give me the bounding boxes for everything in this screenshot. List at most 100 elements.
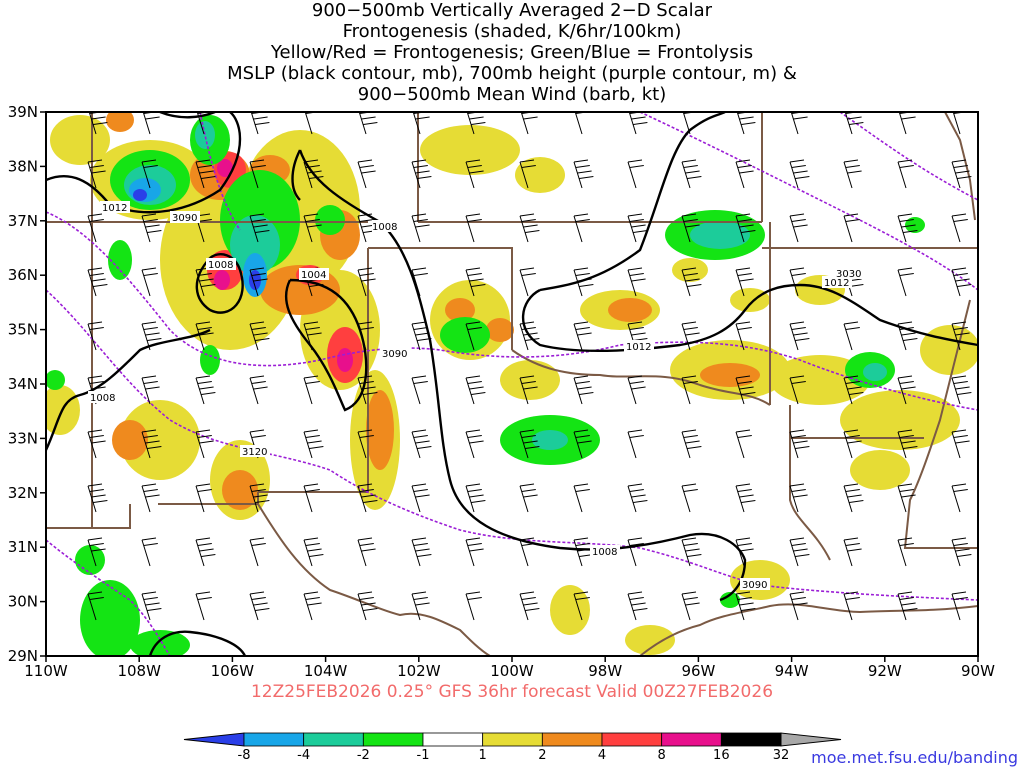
lon-tick-label: 108W bbox=[117, 662, 161, 680]
colorbar-label: 8 bbox=[658, 748, 666, 763]
wind-barb bbox=[735, 159, 754, 189]
wind-barb bbox=[195, 267, 216, 297]
wind-barb bbox=[681, 213, 700, 243]
mslp-label-1012-ar: 1012 bbox=[824, 278, 849, 289]
lat-tick-label: 33N bbox=[8, 429, 38, 447]
wind-barb bbox=[573, 159, 594, 189]
lon-tick-label: 106W bbox=[211, 662, 255, 680]
colorbar-bin bbox=[541, 732, 603, 747]
wind-barb bbox=[573, 429, 592, 459]
wind-barb bbox=[627, 591, 648, 621]
wind-barb bbox=[573, 537, 594, 567]
wind-barb bbox=[195, 537, 216, 567]
wind-barb bbox=[627, 483, 648, 513]
wind-barb bbox=[519, 483, 538, 513]
wind-barb bbox=[897, 159, 914, 189]
wind-barb bbox=[465, 213, 482, 243]
wind-barb bbox=[249, 213, 270, 243]
wind-barb bbox=[951, 537, 972, 567]
wind-barb bbox=[897, 537, 914, 567]
wind-barb bbox=[411, 213, 430, 243]
wind-barb bbox=[357, 213, 378, 243]
colorbar-arrow-low bbox=[183, 732, 245, 747]
valid-time-label: 12Z25FEB2026 0.25° GFS 36hr forecast Val… bbox=[250, 682, 774, 702]
wind-barb bbox=[87, 321, 104, 351]
wind-barb bbox=[789, 537, 810, 567]
wind-barb bbox=[87, 591, 104, 621]
credit-url[interactable]: moe.met.fsu.edu/banding bbox=[811, 748, 1018, 767]
lon-tick-label: 92W bbox=[868, 662, 902, 680]
wind-barb bbox=[627, 537, 644, 567]
colorbar-bin bbox=[661, 732, 722, 747]
wind-barb bbox=[520, 112, 538, 135]
wind-barb bbox=[573, 321, 592, 351]
wind-barb bbox=[627, 213, 648, 243]
title-line-4: MSLP (black contour, mb), 700mb height (… bbox=[227, 63, 797, 84]
wind-barb bbox=[735, 591, 756, 621]
wind-barb bbox=[249, 591, 270, 621]
lat-tick-label: 35N bbox=[8, 321, 38, 339]
wind-barb bbox=[681, 375, 698, 405]
wind-barb bbox=[465, 267, 486, 297]
wind-barb bbox=[843, 429, 862, 459]
height-label-3090-se: 3090 bbox=[742, 580, 767, 591]
wind-barb bbox=[843, 159, 862, 189]
colorbar-bin bbox=[303, 732, 364, 747]
wind-barb bbox=[465, 321, 482, 351]
wind-barb bbox=[681, 321, 700, 351]
wind-barb bbox=[627, 321, 648, 351]
wind-barb bbox=[87, 159, 106, 189]
height-label-3120: 3120 bbox=[242, 447, 267, 458]
wind-barb bbox=[411, 537, 432, 567]
wind-barb bbox=[519, 267, 536, 297]
lon-tick-label: 104W bbox=[304, 662, 348, 680]
lon-tick-label: 102W bbox=[397, 662, 441, 680]
mslp-label-1012-w: 1012 bbox=[102, 203, 127, 214]
wind-barb bbox=[843, 537, 862, 567]
state-borders bbox=[46, 112, 978, 656]
wind-barb bbox=[303, 213, 322, 243]
wind-barb bbox=[412, 112, 430, 135]
wind-barb bbox=[141, 537, 158, 567]
wind-barb bbox=[141, 213, 162, 243]
wind-barb bbox=[465, 537, 484, 567]
map-axes: 110W 108W 106W 104W 102W 100W 98W 96W 94W 92W 90W 3… bbox=[8, 103, 995, 680]
wind-barb bbox=[195, 483, 212, 513]
lat-tick-label: 37N bbox=[8, 212, 38, 230]
wind-barb bbox=[519, 159, 536, 189]
wind-barb bbox=[357, 267, 376, 297]
wind-barb bbox=[411, 321, 432, 351]
height-label-3090-nw: 3090 bbox=[172, 213, 197, 224]
wind-barb bbox=[843, 375, 864, 405]
wind-barb bbox=[141, 267, 158, 297]
wind-barb bbox=[735, 537, 754, 567]
wind-barb bbox=[897, 267, 914, 297]
wind-barb bbox=[195, 321, 214, 351]
colorbar-label: -1 bbox=[417, 748, 430, 763]
wind-barb bbox=[898, 112, 916, 135]
wind-barb bbox=[843, 483, 864, 513]
wind-barb bbox=[357, 429, 374, 459]
wind-barb bbox=[411, 591, 430, 621]
wind-barb bbox=[843, 591, 860, 621]
wind-barb bbox=[519, 591, 540, 621]
wind-barb bbox=[87, 213, 104, 243]
wind-barb bbox=[141, 429, 162, 459]
wind-barb bbox=[951, 591, 968, 621]
title-line-2: Frontogenesis (shaded, K/6hr/100km) bbox=[342, 21, 682, 42]
wind-barb bbox=[465, 591, 482, 621]
wind-barb bbox=[465, 159, 484, 189]
wind-barb bbox=[87, 483, 108, 513]
wind-barb bbox=[249, 321, 270, 351]
wind-barb bbox=[789, 213, 808, 243]
wind-barb bbox=[303, 429, 324, 459]
wind-barb bbox=[519, 321, 540, 351]
wind-barb bbox=[303, 321, 322, 351]
colorbar-bin bbox=[601, 732, 663, 747]
wind-barb bbox=[951, 321, 970, 351]
wind-barb bbox=[681, 483, 698, 513]
height-label-3090-c: 3090 bbox=[382, 349, 407, 360]
wind-barb bbox=[357, 483, 378, 513]
wind-barb bbox=[735, 321, 752, 351]
wind-barb bbox=[465, 375, 486, 405]
